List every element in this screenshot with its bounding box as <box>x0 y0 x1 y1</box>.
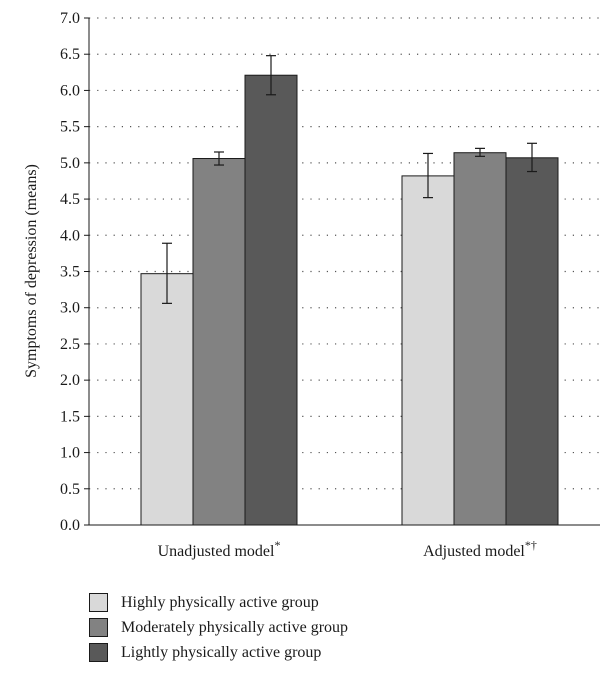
legend-swatch <box>89 643 108 662</box>
y-tick-label: 6.0 <box>60 82 80 99</box>
bars <box>140 74 559 526</box>
bar <box>453 152 507 526</box>
y-tick-label: 3.0 <box>60 300 80 317</box>
y-tick-label: 7.0 <box>60 10 80 27</box>
error-bars <box>162 55 537 304</box>
y-tick-label: 4.0 <box>60 227 80 244</box>
x-tick-label: Unadjusted model* <box>158 538 281 560</box>
bar <box>244 74 298 526</box>
x-tick-label: Adjusted model*† <box>423 538 537 560</box>
y-axis-label: Symptoms of depression (means) <box>23 164 40 378</box>
axes <box>84 17 600 526</box>
y-tick-labels: 0.0 0.5 1.0 1.5 2.0 2.5 3.0 3.5 4.0 4.5 5.0 5.5 6.0 6… <box>60 10 80 534</box>
x-tick-label-text: Unadjusted model <box>158 543 275 560</box>
y-tick-label: 5.0 <box>60 155 80 172</box>
x-tick-label-superscript: *† <box>525 538 537 552</box>
y-tick-label: 1.0 <box>60 445 80 462</box>
y-tick-label: 2.0 <box>60 372 80 389</box>
x-tick-label-superscript: * <box>274 538 280 552</box>
legend-swatch <box>89 618 108 637</box>
y-tick-label: 4.5 <box>60 191 80 208</box>
legend-item-lightly-active: Lightly physically active group <box>89 640 348 665</box>
legend-swatch <box>89 593 108 612</box>
y-tick-label: 1.5 <box>60 408 80 425</box>
bar <box>192 158 246 526</box>
y-tick-label: 0.0 <box>60 517 80 534</box>
legend-label: Lightly physically active group <box>121 643 322 661</box>
y-tick-label: 3.5 <box>60 264 80 281</box>
legend-item-moderately-active: Moderately physically active group <box>89 615 348 640</box>
legend-label: Highly physically active group <box>121 593 319 611</box>
x-tick-label-text: Adjusted model <box>423 543 525 560</box>
y-tick-label: 0.5 <box>60 481 80 498</box>
bar <box>401 175 455 526</box>
legend-item-highly-active: Highly physically active group <box>89 590 348 615</box>
bar <box>140 273 194 526</box>
bar-chart: 0.0 0.5 1.0 1.5 2.0 2.5 3.0 3.5 4.0 4.5 5.0 5.5 6.0 6… <box>23 10 600 560</box>
x-tick-labels: Unadjusted model* Adjusted model*† <box>158 538 537 560</box>
y-tick-label: 2.5 <box>60 336 80 353</box>
y-tick-label: 5.5 <box>60 119 80 136</box>
legend: Highly physically active group Moderatel… <box>89 590 348 665</box>
y-tick-label: 6.5 <box>60 46 80 63</box>
legend-label: Moderately physically active group <box>121 618 349 636</box>
bar <box>505 157 559 526</box>
